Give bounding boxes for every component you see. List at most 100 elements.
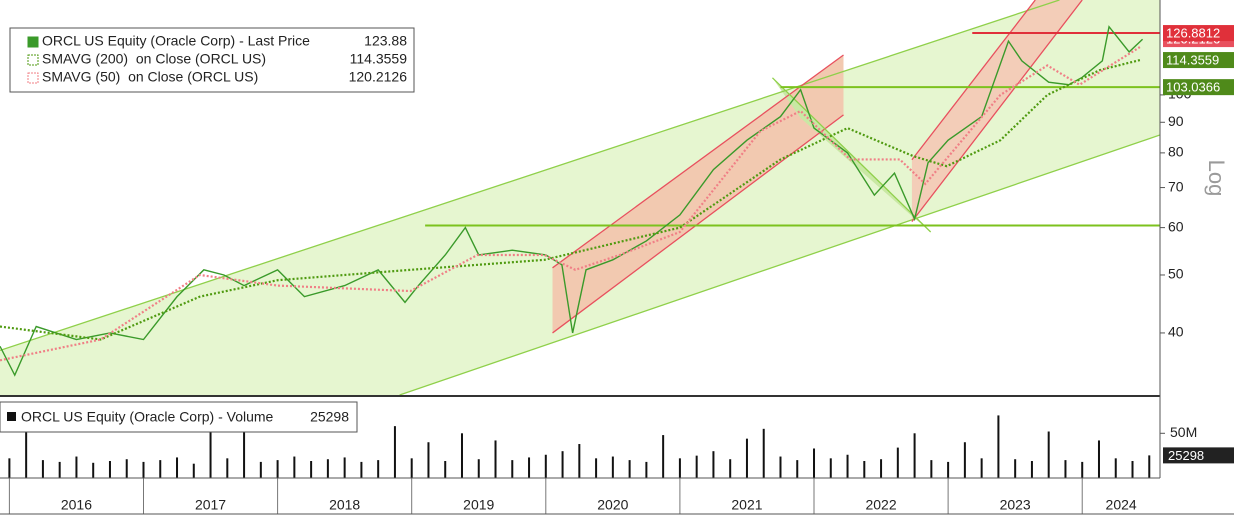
volume-bar — [293, 456, 296, 478]
x-tick-label: 2022 — [865, 497, 896, 513]
volume-bar — [913, 433, 916, 478]
x-tick-label: 2018 — [329, 497, 360, 513]
trend-line — [911, 0, 1083, 223]
channel-band — [552, 55, 844, 333]
channel-band — [0, 0, 1160, 395]
volume-bar — [176, 457, 179, 478]
legend-label: SMAVG (50) on Close (ORCL US) — [42, 69, 258, 85]
volume-bar — [578, 444, 581, 478]
volume-bar — [745, 438, 748, 478]
volume-bar — [813, 448, 816, 478]
volume-bar — [511, 460, 514, 478]
y-tick-label: 70 — [1168, 178, 1184, 194]
volume-bar — [796, 460, 799, 478]
legend-value: 123.88 — [364, 33, 407, 49]
volume-bar — [1148, 455, 1151, 478]
volume-bar — [947, 461, 950, 478]
trend-line — [552, 54, 844, 269]
x-tick-label: 2023 — [1000, 497, 1031, 513]
trend-line — [771, 77, 932, 233]
volume-bar — [259, 461, 262, 478]
volume-bar — [460, 433, 463, 478]
volume-bar — [762, 428, 765, 478]
volume-bar — [544, 454, 547, 478]
trend-line — [0, 0, 1060, 352]
legend-box — [0, 401, 358, 433]
value-badge — [1163, 79, 1234, 96]
volume-bar — [1064, 460, 1067, 478]
volume-bar — [595, 458, 598, 478]
volume-bar — [896, 447, 899, 478]
volume-bar — [58, 461, 61, 478]
scale-label: Log — [1204, 160, 1229, 197]
y-tick-label: 50M — [1170, 424, 1197, 440]
value-badge — [1163, 447, 1234, 464]
volume-bar — [108, 461, 111, 478]
value-badge — [1163, 52, 1234, 69]
volume-bar — [528, 457, 531, 478]
volume-bar — [712, 451, 715, 478]
volume-bar — [8, 458, 11, 478]
value-badge-label: 126.8812 — [1166, 25, 1220, 40]
volume-bar — [142, 461, 145, 478]
overlay: 405060708090100120.2126103.0366126.88121… — [0, 25, 1234, 514]
volume-bar — [645, 461, 648, 478]
volume-bar — [276, 460, 279, 478]
volume-bar — [695, 455, 698, 478]
volume-bar — [662, 435, 665, 478]
x-tick-label: 2024 — [1106, 497, 1137, 513]
legend-swatch — [27, 72, 39, 84]
volume-bar — [611, 456, 614, 478]
x-tick-label: 2016 — [61, 497, 92, 513]
legend-label: ORCL US Equity (Oracle Corp) - Volume — [21, 409, 274, 425]
volume-bar — [25, 424, 28, 478]
legend-swatch — [7, 412, 16, 421]
volume-bar — [125, 459, 128, 478]
volume-bar — [444, 461, 447, 478]
price-panel — [0, 0, 1160, 395]
volume-bar — [1047, 431, 1050, 478]
legend-swatch — [27, 36, 39, 48]
y-tick-label: 80 — [1168, 144, 1184, 160]
price-line — [0, 25, 1144, 377]
volume-bar — [209, 424, 212, 478]
value-badge-label: 25298 — [1168, 448, 1204, 463]
price-line — [0, 46, 1141, 362]
volume-bar — [226, 458, 229, 478]
y-tick-label: 60 — [1168, 218, 1184, 234]
volume-bar — [410, 458, 413, 478]
volume-bar — [75, 456, 78, 478]
volume-bar — [360, 461, 363, 478]
volume-bar — [863, 461, 866, 478]
legend-value: 25298 — [310, 409, 349, 425]
x-tick-label: 2020 — [597, 497, 628, 513]
trend-line — [911, 0, 1036, 161]
trend-line — [399, 134, 1160, 395]
volume-bar — [678, 458, 681, 478]
value-badge-label: 103.0366 — [1166, 80, 1220, 95]
volume-bar — [980, 458, 983, 478]
volume-bar — [930, 460, 933, 478]
volume-bar — [1030, 461, 1033, 478]
volume-bar — [880, 459, 883, 478]
volume-bar — [393, 426, 396, 478]
x-tick-label: 2021 — [731, 497, 762, 513]
volume-bar — [729, 459, 732, 478]
volume-bar — [377, 460, 380, 478]
volume-bar — [477, 459, 480, 478]
volume-bar — [779, 456, 782, 478]
volume-bar — [159, 460, 162, 478]
volume-bar — [561, 451, 564, 478]
volume-bar — [963, 442, 966, 478]
legend-label: SMAVG (200) on Close (ORCL US) — [42, 51, 266, 67]
trend-line — [552, 114, 844, 334]
volume-bar — [997, 415, 1000, 478]
legend-label: ORCL US Equity (Oracle Corp) - Last Pric… — [42, 33, 310, 49]
y-tick-label: 50 — [1168, 266, 1184, 282]
price-line — [0, 58, 1141, 341]
volume-bar — [494, 440, 497, 478]
volume-bar — [1131, 461, 1134, 478]
legend-value: 114.3559 — [350, 51, 408, 67]
x-tick-label: 2019 — [463, 497, 494, 513]
